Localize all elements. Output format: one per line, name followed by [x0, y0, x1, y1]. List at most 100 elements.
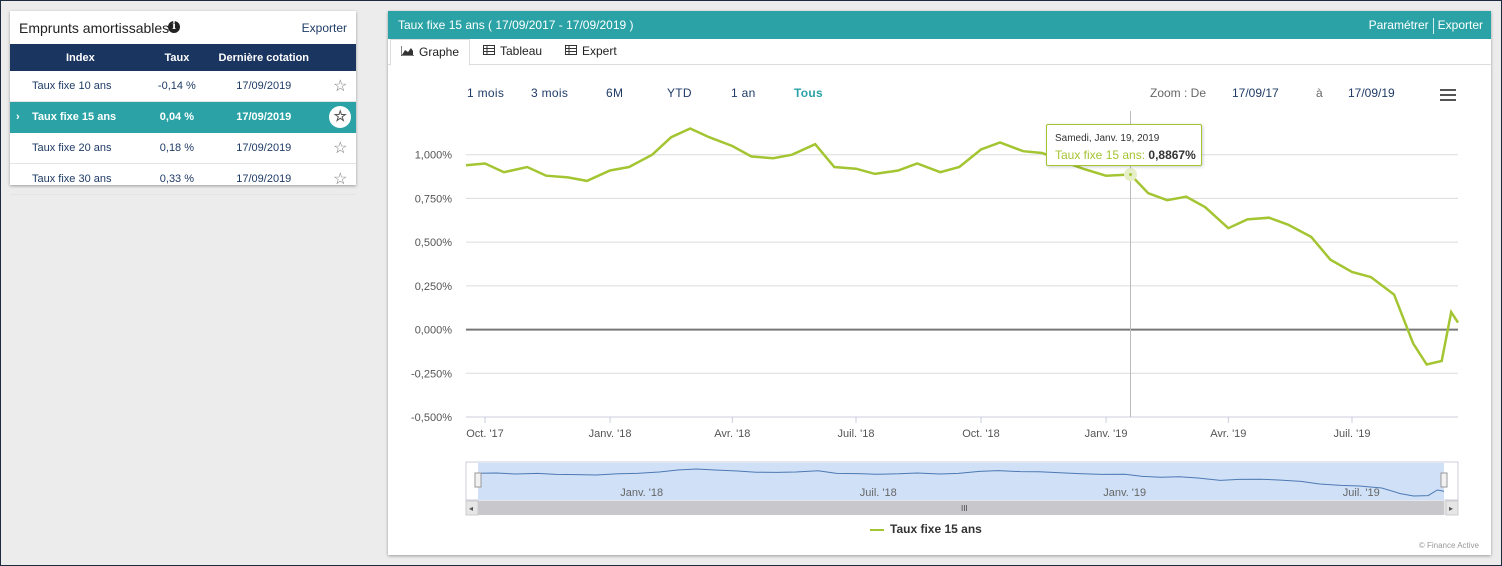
row-rate: 0,04 %: [150, 101, 204, 133]
chart-tooltip: Samedi, Janv. 19, 2019 Taux fixe 15 ans:…: [1046, 124, 1202, 166]
tab-graphe[interactable]: Graphe: [390, 39, 471, 66]
row-rate: 0,18 %: [150, 132, 204, 164]
y-tick-label: 1,000%: [415, 150, 453, 162]
star-icon[interactable]: ☆: [329, 106, 352, 128]
range-3-months-button[interactable]: 3 mois: [531, 86, 569, 100]
row-date: 17/09/2019: [203, 132, 325, 164]
tooltip-number: 0,8867%: [1148, 148, 1196, 162]
navigator-label: Juil. '18: [860, 487, 897, 499]
chevron-right-icon: ›: [16, 111, 20, 123]
zoom-from-input[interactable]: 17/09/17: [1232, 86, 1279, 100]
scrollbar-thumb[interactable]: [478, 501, 1444, 515]
export-chart-button[interactable]: Exporter: [1437, 18, 1483, 33]
tooltip-series: Taux fixe 15 ans: [1055, 148, 1142, 162]
series-line: [465, 127, 1460, 366]
tab-tableau[interactable]: Tableau: [473, 39, 552, 64]
info-icon[interactable]: i: [168, 21, 180, 33]
y-tick-label: 0,500%: [415, 237, 453, 249]
row-name[interactable]: › Taux fixe 15 ans: [10, 101, 151, 133]
table-row-active[interactable]: › Taux fixe 15 ans 0,04 % 17/09/2019 ☆: [10, 101, 356, 133]
legend-label: Taux fixe 15 ans: [890, 522, 982, 536]
x-tick-label: Janv. '19: [1085, 428, 1128, 440]
column-header-index: Index: [10, 44, 151, 71]
table-row[interactable]: Taux fixe 20 ans 0,18 % 17/09/2019 ☆: [10, 132, 356, 164]
tooltip-value: Taux fixe 15 ans: 0,8867%: [1055, 148, 1196, 162]
navigator-label: Juil. '19: [1343, 487, 1380, 499]
settings-button[interactable]: Paramétrer: [1368, 18, 1429, 33]
index-panel: Emprunts amortissables i Exporter Index …: [10, 11, 356, 195]
navigator-handle-left[interactable]: [474, 472, 482, 488]
index-panel-header: Emprunts amortissables i Exporter: [10, 11, 356, 44]
y-tick-label: -0,250%: [411, 368, 452, 380]
row-date: 17/09/2019: [203, 71, 325, 102]
star-icon[interactable]: ☆: [333, 78, 348, 95]
divider: [1432, 18, 1434, 34]
scrollbar-grip: III: [961, 504, 968, 513]
navigator-selection[interactable]: [478, 463, 1444, 500]
row-date: 17/09/2019: [203, 101, 325, 133]
range-6m-button[interactable]: 6M: [606, 86, 624, 100]
range-all-button[interactable]: Tous: [794, 86, 823, 100]
hamburger-menu-icon[interactable]: [1440, 89, 1456, 104]
navigator-label: Janv. '19: [1103, 487, 1146, 499]
star-icon[interactable]: ☆: [333, 140, 348, 157]
zoom-to-label: à: [1316, 86, 1323, 100]
x-tick-label: Avr. '18: [714, 428, 750, 440]
tab-expert[interactable]: Expert: [555, 39, 627, 64]
x-tick-label: Juil. '19: [1334, 428, 1371, 440]
column-header-date: Dernière cotation: [203, 44, 325, 71]
table-icon: [565, 45, 577, 55]
chart-panel-title: Taux fixe 15 ans ( 17/09/2017 - 17/09/20…: [398, 18, 634, 32]
x-tick-label: Oct. '18: [962, 428, 1000, 440]
x-tick-label: Janv. '18: [589, 428, 632, 440]
range-1-month-button[interactable]: 1 mois: [467, 86, 505, 100]
area-chart-icon: [401, 46, 414, 56]
tab-label: Expert: [582, 44, 617, 58]
table-icon: [483, 45, 495, 55]
chart-panel: Taux fixe 15 ans ( 17/09/2017 - 17/09/20…: [388, 11, 1491, 555]
credits: © Finance Active: [1418, 541, 1479, 550]
navigator-handle-right[interactable]: [1440, 472, 1448, 488]
tab-label: Graphe: [419, 45, 460, 59]
navigator-line: [477, 468, 1445, 497]
y-tick-label: -0,500%: [411, 412, 452, 424]
zoom-label: Zoom : De: [1150, 86, 1207, 100]
view-tabs: Graphe Tableau Expert: [388, 39, 1491, 66]
column-header-favorite: [324, 44, 356, 71]
hover-point: [1124, 168, 1138, 182]
y-tick-label: 0,250%: [415, 281, 453, 293]
y-tick-label: 0,000%: [415, 325, 453, 337]
navigator-label: Janv. '18: [620, 487, 663, 499]
x-tick-label: Avr. '19: [1210, 428, 1246, 440]
row-name-label: Taux fixe 15 ans: [32, 111, 117, 123]
legend-swatch: [870, 528, 884, 531]
y-tick-label: 0,750%: [415, 193, 453, 205]
chart-legend[interactable]: Taux fixe 15 ans: [870, 522, 982, 536]
row-date: 17/09/2019: [203, 163, 325, 195]
column-header-rate: Taux: [150, 44, 204, 71]
index-panel-title: Emprunts amortissables: [19, 20, 170, 36]
range-1-year-button[interactable]: 1 an: [731, 86, 756, 100]
header-actions: Paramétrer Exporter: [1369, 18, 1483, 34]
scroll-left-icon: ◂: [469, 504, 473, 513]
table-row[interactable]: Taux fixe 30 ans 0,33 % 17/09/2019 ☆: [10, 163, 356, 195]
x-tick-label: Oct. '17: [466, 428, 504, 440]
tooltip-date: Samedi, Janv. 19, 2019: [1055, 133, 1160, 144]
index-table: Index Taux Dernière cotation Taux fixe 1…: [10, 44, 356, 195]
scroll-right-button[interactable]: [1445, 500, 1459, 516]
line-chart: 1,000% 0,750% 0,500% 0,250% 0,000% -0,250% -0,…: [411, 111, 1460, 516]
tab-label: Tableau: [500, 44, 543, 58]
row-name[interactable]: Taux fixe 10 ans: [10, 71, 151, 102]
row-name[interactable]: Taux fixe 30 ans: [10, 163, 151, 195]
range-ytd-button[interactable]: YTD: [667, 86, 692, 100]
export-button[interactable]: Exporter: [301, 21, 347, 35]
chart-panel-header: Taux fixe 15 ans ( 17/09/2017 - 17/09/20…: [388, 11, 1491, 39]
row-rate: 0,33 %: [150, 163, 204, 195]
scroll-left-button[interactable]: [465, 500, 479, 516]
x-tick-label: Juil. '18: [838, 428, 875, 440]
row-rate: -0,14 %: [150, 71, 204, 102]
zoom-to-input[interactable]: 17/09/19: [1348, 86, 1395, 100]
star-icon[interactable]: ☆: [333, 171, 348, 188]
table-row[interactable]: Taux fixe 10 ans -0,14 % 17/09/2019 ☆: [10, 71, 356, 102]
row-name[interactable]: Taux fixe 20 ans: [10, 132, 151, 164]
